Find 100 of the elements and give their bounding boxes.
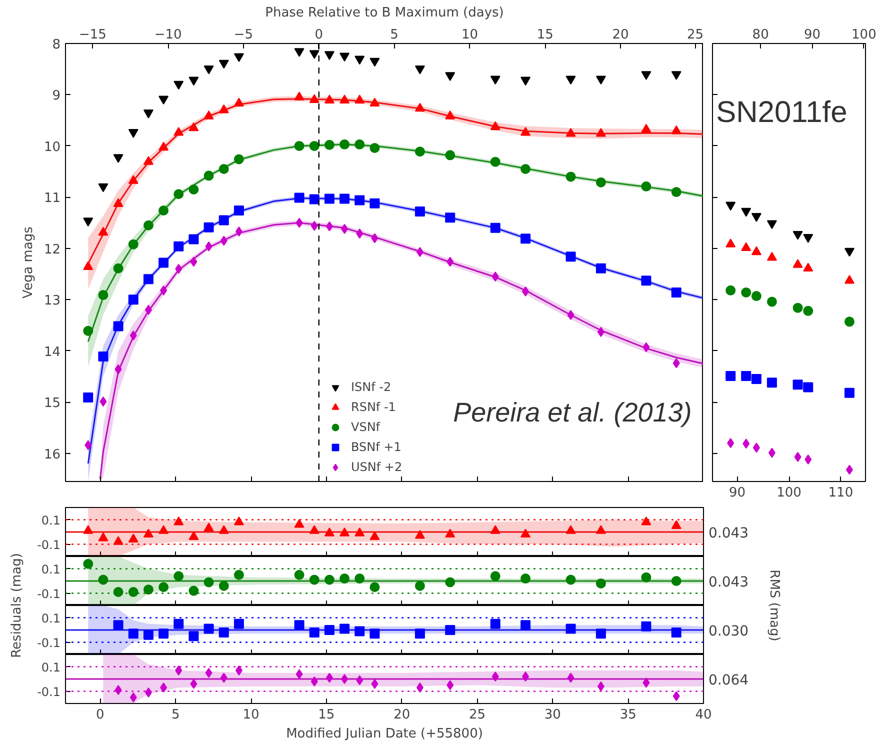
point <box>98 574 108 585</box>
point <box>324 625 334 635</box>
point <box>188 531 199 540</box>
x2-tick-label: −5 <box>234 28 254 42</box>
point <box>751 213 762 222</box>
y-tick-label: 13 <box>44 294 61 309</box>
point <box>160 682 168 693</box>
point <box>160 285 168 296</box>
x-tick-label: 40 <box>695 708 712 722</box>
x2-tick-label: 10 <box>461 28 478 42</box>
point <box>752 442 760 453</box>
x2-tick-label: 100 <box>852 28 876 42</box>
point <box>113 587 124 598</box>
point <box>324 51 334 60</box>
point <box>794 452 802 462</box>
point <box>727 438 734 448</box>
point <box>143 630 154 640</box>
point <box>326 672 333 683</box>
point <box>100 396 107 407</box>
point <box>218 60 229 69</box>
point <box>113 263 124 274</box>
point <box>490 618 500 629</box>
point <box>83 392 94 402</box>
y-tick-label: 10 <box>44 140 61 155</box>
point <box>414 580 425 591</box>
point <box>445 577 456 588</box>
point <box>98 183 108 192</box>
point <box>220 236 228 246</box>
x2-tick-label: −10 <box>154 28 182 42</box>
point <box>113 321 124 332</box>
point <box>205 241 212 252</box>
point <box>188 234 199 244</box>
point <box>520 528 531 538</box>
point <box>672 691 680 702</box>
point <box>294 192 304 203</box>
point <box>370 198 380 208</box>
point <box>174 241 184 252</box>
point <box>174 80 184 90</box>
point <box>566 574 576 585</box>
point <box>309 574 320 585</box>
point <box>174 618 184 629</box>
legend-label: RSNf -1 <box>351 399 396 416</box>
point <box>766 252 777 261</box>
point <box>294 518 304 528</box>
x2-tick-label: 80 <box>752 28 769 42</box>
point <box>803 262 814 272</box>
point <box>766 378 777 388</box>
point <box>522 672 530 682</box>
point <box>143 110 154 118</box>
point <box>354 574 365 584</box>
point <box>445 212 456 223</box>
y-tick-label: 0.1 <box>41 513 61 528</box>
point <box>324 528 334 536</box>
point <box>566 525 576 534</box>
point <box>144 304 152 315</box>
point <box>522 286 530 296</box>
point <box>370 143 380 153</box>
point <box>596 628 606 639</box>
point <box>294 48 304 57</box>
point <box>143 274 154 284</box>
y-tick-label: 0.1 <box>41 660 61 674</box>
point <box>309 50 320 59</box>
text: 0.043 <box>708 574 749 590</box>
point <box>490 76 500 85</box>
legend-label: USNf +2 <box>351 459 402 476</box>
point <box>492 672 499 682</box>
point <box>596 177 606 188</box>
point <box>158 206 169 216</box>
point <box>294 140 304 151</box>
point <box>188 184 199 194</box>
point <box>766 296 777 307</box>
point <box>354 56 365 65</box>
point <box>340 194 350 204</box>
point <box>113 536 124 545</box>
point <box>188 76 199 86</box>
text: 0.030 <box>708 624 749 640</box>
point <box>844 316 854 327</box>
y-axis-title: Vega mags <box>20 226 36 298</box>
point <box>671 520 682 529</box>
point <box>642 678 650 688</box>
point <box>174 516 184 526</box>
point <box>370 628 380 639</box>
x-tick-label: 35 <box>620 708 636 722</box>
point <box>566 624 576 634</box>
point <box>416 247 424 257</box>
point <box>235 226 242 237</box>
x2-tick-label: 5 <box>390 28 398 42</box>
point <box>294 620 304 630</box>
point <box>158 258 169 268</box>
point <box>218 627 229 638</box>
point <box>310 676 318 686</box>
point <box>296 669 303 680</box>
point <box>844 388 854 398</box>
point <box>416 682 424 693</box>
point <box>296 218 303 228</box>
point <box>446 680 454 690</box>
point <box>671 287 682 298</box>
x-tick-label: 25 <box>468 708 486 722</box>
point <box>371 233 378 244</box>
point <box>158 96 169 105</box>
